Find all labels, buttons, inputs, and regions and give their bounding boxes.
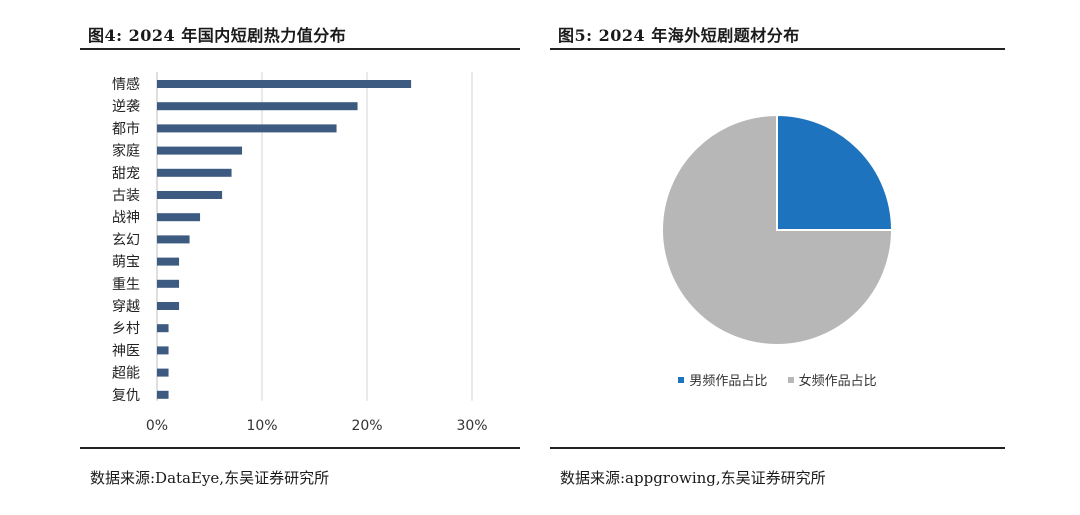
x-tick-label: 10% — [246, 418, 277, 434]
bar — [157, 146, 243, 155]
category-label: 战神 — [112, 210, 140, 226]
bar — [157, 168, 232, 177]
right-figure-panel: 图5: 2024 年海外短剧题材分布 男频作品占比 女频作品占比 数据来源:ap… — [550, 0, 1005, 515]
category-label: 逆袭 — [112, 99, 140, 115]
legend-item-male: 男频作品占比 — [678, 370, 767, 389]
bar — [157, 324, 169, 333]
left-source-note: 数据来源:DataEye,东吴证券研究所 — [90, 469, 330, 487]
left-figure-title: 图4: 2024 年国内短剧热力值分布 — [88, 26, 347, 45]
pie-slice — [661, 113, 894, 346]
legend-swatch-female — [787, 376, 794, 383]
category-label: 玄幻 — [112, 231, 140, 248]
legend-item-female: 女频作品占比 — [787, 370, 877, 389]
category-label: 超能 — [112, 366, 140, 382]
pie-slice — [776, 113, 894, 231]
category-label: 神医 — [112, 343, 140, 359]
right-bottom-rule — [550, 447, 1005, 449]
legend-label-male: 男频作品占比 — [689, 374, 768, 389]
pie-chart — [661, 113, 894, 346]
category-label: 甜宠 — [112, 166, 140, 182]
bar — [157, 346, 169, 355]
right-source-note: 数据来源:appgrowing,东吴证券研究所 — [560, 469, 826, 487]
legend-swatch-male — [678, 376, 685, 383]
category-label: 重生 — [112, 277, 140, 293]
left-bottom-rule — [80, 447, 520, 449]
bar — [157, 302, 180, 310]
bar — [157, 191, 223, 199]
left-figure-panel: 图4: 2024 年国内短剧热力值分布 0% 10% 20% 30% 情感逆袭都市家庭甜… — [80, 0, 520, 515]
bar — [157, 368, 169, 377]
x-tick-label: 20% — [351, 418, 382, 434]
category-label: 乡村 — [112, 321, 140, 337]
right-figure-title: 图5: 2024 年海外短剧题材分布 — [558, 26, 800, 45]
right-top-rule — [550, 48, 1005, 50]
legend-label-female: 女频作品占比 — [798, 374, 877, 389]
category-label: 穿越 — [112, 299, 140, 315]
pie-legend: 男频作品占比 女频作品占比 — [550, 370, 1005, 389]
bar — [157, 213, 201, 222]
left-top-rule — [80, 48, 520, 50]
bar — [157, 235, 190, 244]
x-tick-label: 30% — [456, 418, 487, 434]
category-label: 都市 — [112, 120, 140, 137]
category-label: 家庭 — [112, 143, 140, 160]
category-label: 萌宝 — [112, 255, 140, 271]
bar — [157, 279, 180, 288]
bar — [157, 102, 358, 111]
bar — [157, 124, 337, 133]
category-label: 情感 — [112, 76, 140, 93]
bar — [157, 390, 169, 399]
x-tick-label: 0% — [146, 418, 168, 434]
bar — [157, 80, 412, 88]
category-label: 复仇 — [112, 387, 140, 404]
bar-chart: 0% 10% 20% 30% 情感逆袭都市家庭甜宠古装战神玄幻萌宝重生穿越乡村神医超能复… — [112, 72, 488, 434]
bar — [157, 257, 180, 266]
category-label: 古装 — [112, 188, 140, 204]
